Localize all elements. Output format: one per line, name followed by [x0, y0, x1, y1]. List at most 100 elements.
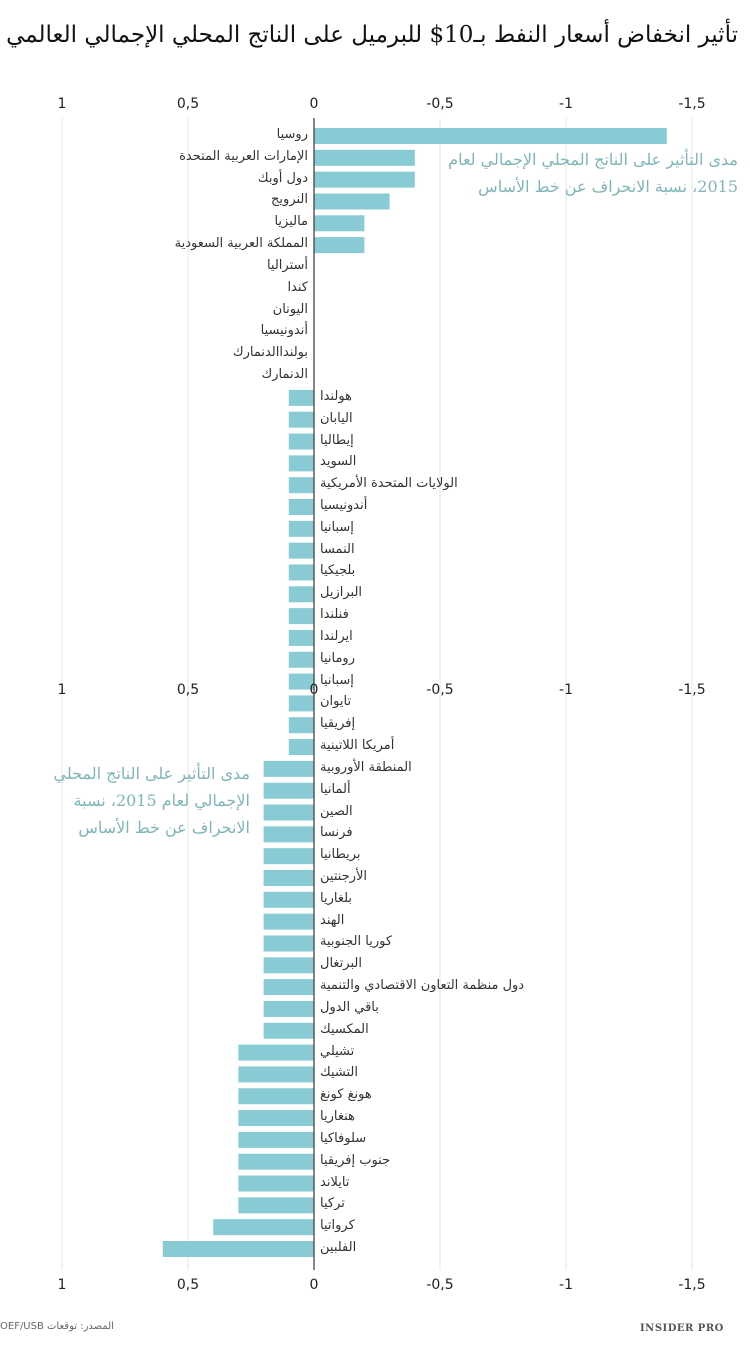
category-label: المملكة العربية السعودية	[174, 236, 308, 252]
bar	[162, 1241, 314, 1257]
bar	[263, 935, 314, 952]
bar	[263, 848, 314, 865]
brand-logo: INSIDER PRO	[640, 1323, 724, 1334]
category-label: كرواتيا	[320, 1218, 355, 1234]
category-label: النرويج	[271, 192, 308, 208]
tick-label: 1	[57, 682, 67, 698]
bar	[314, 171, 415, 188]
category-label: تايوان	[320, 694, 352, 710]
tick-label: -1,5	[678, 96, 706, 112]
tick-label: 0	[309, 1277, 319, 1293]
bar	[288, 433, 314, 450]
bar	[238, 1197, 314, 1214]
bar	[263, 1022, 314, 1039]
bar	[288, 629, 314, 646]
category-label: سلوفاكيا	[320, 1130, 367, 1146]
category-label: فرنسا	[320, 825, 353, 841]
category-label: أمريكا اللاتينية	[320, 738, 395, 754]
bar	[238, 1175, 314, 1192]
tick-label: -0,5	[426, 1277, 454, 1293]
bar	[263, 760, 314, 777]
category-label: إفريقيا	[320, 716, 356, 732]
category-label: ماليزيا	[274, 214, 308, 230]
category-label: الصين	[320, 803, 353, 819]
bar	[263, 913, 314, 930]
category-label: الدنمارك	[261, 367, 308, 383]
bar	[314, 128, 667, 144]
bar	[263, 891, 314, 908]
bar	[263, 826, 314, 843]
category-label: التشيك	[320, 1065, 358, 1081]
bar	[263, 957, 314, 974]
bar	[314, 237, 365, 254]
bar	[288, 499, 314, 515]
chart-title: تأثير انخفاض أسعار النفط بـ10$ للبرميل ع…	[6, 22, 738, 48]
category-label: اليابان	[320, 410, 353, 426]
tick-label: 1	[57, 96, 67, 112]
annotation-top: مدى التأثير على الناتج المحلي الإجمالي ل…	[448, 146, 738, 200]
annotation-line: مدى التأثير على الناتج المحلي الإجمالي ل…	[448, 150, 738, 169]
annotation-line: الإجمالي لعام 2015، نسبة	[73, 791, 250, 810]
bar	[263, 804, 314, 821]
bar	[288, 520, 314, 537]
tick-label: 0,5	[176, 682, 200, 698]
category-label: ألمانيا	[320, 781, 351, 797]
annotation-line: الانحراف عن خط الأساس	[78, 818, 250, 837]
tick-label: -1	[559, 682, 573, 698]
category-label: السويد	[320, 454, 357, 470]
category-label: الفلبين	[320, 1240, 357, 1255]
bar	[314, 215, 365, 232]
bar	[288, 564, 314, 581]
category-label: بلجيكيا	[320, 563, 356, 579]
category-label: البرازيل	[320, 585, 363, 601]
category-label: المكسيك	[320, 1021, 369, 1037]
category-label: الأرجنتين	[320, 869, 368, 884]
category-label: باقي الدول	[320, 999, 379, 1015]
bar	[263, 1000, 314, 1017]
annotation-middle: مدى التأثير على الناتج المحلي الإجمالي ل…	[54, 760, 250, 841]
bar	[288, 411, 314, 428]
category-label: إسبانيا	[320, 672, 354, 688]
annotation-line: 2015، نسبة الانحراف عن خط الأساس	[478, 177, 738, 196]
category-label: بريطانيا	[320, 847, 361, 863]
bar	[288, 389, 314, 406]
category-label: جنوب إفريقيا	[320, 1152, 391, 1168]
category-label: تركيا	[320, 1196, 345, 1212]
category-label: روسيا	[276, 127, 308, 142]
bar	[314, 193, 390, 210]
bar	[288, 695, 314, 712]
category-label: فنلندا	[320, 607, 349, 623]
bar	[238, 1088, 314, 1105]
tick-label: 0	[309, 96, 319, 112]
category-label: رومانيا	[320, 650, 355, 666]
category-label: اليونان	[272, 301, 308, 317]
category-label: الولايات المتحدة الأمريكية	[320, 476, 458, 492]
tick-label: -1,5	[678, 682, 706, 698]
category-label: دول أوبك	[257, 170, 308, 186]
tick-label: -1	[559, 1277, 573, 1293]
tick-label: 0,5	[176, 96, 200, 112]
tick-label: 0,5	[176, 1277, 200, 1293]
category-label: أستراليا	[266, 257, 308, 273]
bar	[288, 542, 314, 559]
source-note: المصدر: توقعات OEF/USB	[0, 1321, 114, 1332]
category-label: النمسا	[320, 541, 355, 557]
bar	[288, 651, 314, 668]
category-label: إيطاليا	[320, 432, 354, 448]
category-label: ايرلندا	[320, 628, 353, 644]
category-label: هونغ كونغ	[320, 1087, 372, 1103]
bar	[288, 608, 314, 625]
category-label: الإمارات العربية المتحدة	[179, 148, 308, 164]
bar	[288, 739, 314, 756]
category-label: البرتغال	[320, 956, 362, 972]
bar	[314, 149, 415, 166]
category-label: هولندا	[320, 388, 352, 404]
bar	[238, 1110, 314, 1127]
bar	[263, 782, 314, 799]
tick-label: -1	[559, 96, 573, 112]
category-label: هنغاريا	[320, 1109, 355, 1125]
tick-label: 1	[57, 1277, 67, 1293]
tick-label: -1,5	[678, 1277, 706, 1293]
